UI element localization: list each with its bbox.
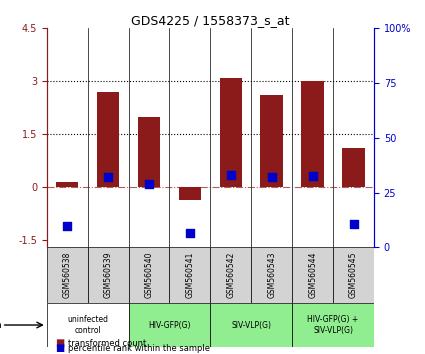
Text: uninfected
control: uninfected control [67,315,108,335]
Bar [342,148,365,187]
Text: GSM560545: GSM560545 [349,252,358,298]
Bar [220,78,242,187]
Bar [97,92,119,187]
Bar [292,303,374,347]
Point [350,222,357,227]
Text: SIV-VLP(G): SIV-VLP(G) [231,320,271,330]
Text: transformed count: transformed count [68,339,146,348]
Point [146,181,153,187]
Point [64,223,71,229]
Point [309,173,316,179]
Text: percentile rank within the sample: percentile rank within the sample [68,344,210,353]
Bar [301,81,324,187]
Text: infection: infection [0,320,2,330]
Bar [47,303,128,347]
Bar [333,247,374,303]
Bar [210,303,292,347]
Bar [47,247,88,303]
Text: HIV-GFP(G): HIV-GFP(G) [148,320,191,330]
Bar [56,182,79,187]
Bar [251,247,292,303]
Point [268,175,275,180]
Bar [138,116,160,187]
Title: GDS4225 / 1558373_s_at: GDS4225 / 1558373_s_at [131,14,289,27]
Bar [88,247,128,303]
Text: HIV-GFP(G) +
SIV-VLP(G): HIV-GFP(G) + SIV-VLP(G) [307,315,359,335]
Bar [128,303,210,347]
Text: GSM560539: GSM560539 [104,252,113,298]
Text: GSM560541: GSM560541 [185,252,194,298]
Text: ■: ■ [55,338,65,348]
Text: GSM560540: GSM560540 [144,252,153,298]
Bar [170,247,210,303]
Bar [261,96,283,187]
Text: GSM560542: GSM560542 [227,252,235,298]
Bar [178,187,201,200]
Text: GSM560544: GSM560544 [308,252,317,298]
Bar [210,247,251,303]
Point [227,172,234,178]
Text: GSM560543: GSM560543 [267,252,276,298]
Point [105,175,111,180]
Point [187,230,193,236]
Text: ■: ■ [55,343,65,353]
Text: GSM560538: GSM560538 [63,252,72,298]
Bar [128,247,170,303]
Bar [292,247,333,303]
